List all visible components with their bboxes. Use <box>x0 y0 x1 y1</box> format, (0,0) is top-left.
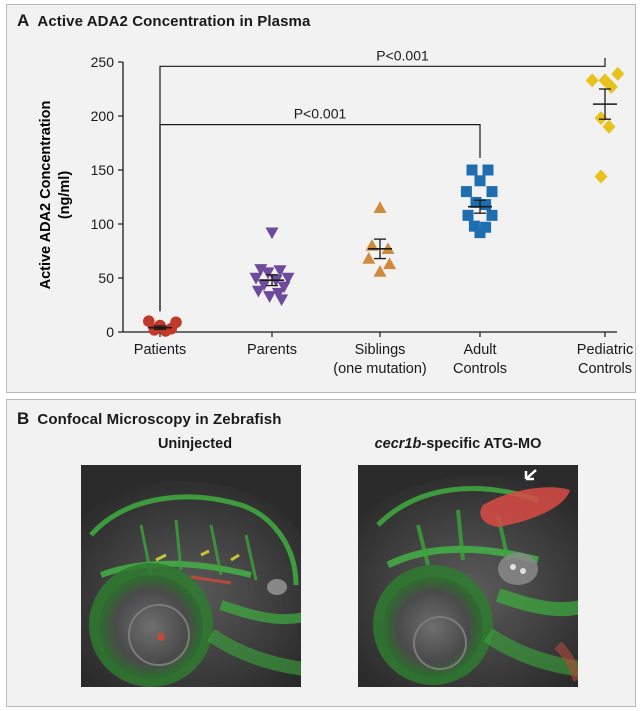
data-point <box>263 291 277 303</box>
y-tick-label: 50 <box>98 270 114 286</box>
data-point <box>466 164 478 176</box>
data-point <box>143 315 155 328</box>
data-point <box>486 186 498 198</box>
x-tick-label-line2: Controls <box>453 361 507 377</box>
data-point <box>373 201 387 213</box>
data-point <box>271 287 285 300</box>
data-point <box>265 227 279 240</box>
uninjected-micrograph <box>81 465 301 687</box>
data-point <box>277 281 291 294</box>
data-point <box>249 272 263 285</box>
data-point <box>594 169 608 184</box>
morpholino-label: cecr1b-specific ATG-MO <box>328 436 588 452</box>
x-tick-label: Adult <box>463 342 496 358</box>
data-point <box>602 119 616 134</box>
data-point <box>251 285 265 298</box>
data-point <box>482 164 494 176</box>
panel-b-title-text: Confocal Microscopy in Zebrafish <box>37 411 282 428</box>
data-point <box>611 66 625 81</box>
y-tick-label: 0 <box>106 324 114 340</box>
y-axis-label-line1: Active ADA2 Concentration <box>38 101 54 290</box>
y-tick-label: 100 <box>91 216 115 232</box>
panel-a: A Active ADA2 Concentration in Plasma Act… <box>6 4 636 393</box>
morpholino-micrograph <box>358 465 578 687</box>
scatter-chart: Active ADA2 Concentration (ng/ml) 0 50 100… <box>38 47 633 377</box>
significance-bracket <box>159 57 606 312</box>
data-point <box>275 294 289 307</box>
uninjected-label: Uninjected <box>157 436 233 452</box>
data-point <box>604 79 618 94</box>
significance-bracket <box>159 124 481 312</box>
x-tick-label-line2: Controls <box>578 361 632 377</box>
panel-b-letter: B <box>17 409 30 428</box>
panel-b-title: B Confocal Microscopy in Zebrafish <box>17 409 281 429</box>
data-point <box>373 265 387 277</box>
arrow-icon <box>524 469 537 481</box>
significance-label: P<0.001 <box>294 106 347 122</box>
data-point <box>468 220 480 232</box>
data-point <box>254 264 268 276</box>
data-point <box>365 239 379 251</box>
y-tick-label: 150 <box>91 162 115 178</box>
data-point <box>470 196 482 208</box>
morpholino-label-rest: -specific ATG-MO <box>421 436 542 452</box>
data-point <box>480 221 492 233</box>
data-point <box>486 209 498 221</box>
y-axis-label-line2: (ng/ml) <box>57 171 73 219</box>
data-point <box>462 209 474 221</box>
x-tick-label: Patients <box>134 342 186 358</box>
data-point <box>474 175 486 187</box>
panel-a-title-text: Active ADA2 Concentration in Plasma <box>37 13 311 30</box>
data-point <box>273 265 287 277</box>
x-tick-label: Parents <box>247 342 297 358</box>
data-point <box>460 186 472 198</box>
data-point <box>585 73 599 88</box>
panel-a-title: A Active ADA2 Concentration in Plasma <box>17 11 310 31</box>
panel-b: B Confocal Microscopy in Zebrafish Uninje… <box>6 399 636 707</box>
data-point <box>170 316 182 329</box>
data-point <box>281 272 295 285</box>
gene-name: cecr1b <box>374 436 422 452</box>
data-point <box>257 279 271 291</box>
y-tick-label: 250 <box>91 54 115 70</box>
data-point <box>383 257 397 270</box>
data-point <box>362 252 376 264</box>
data-point <box>261 267 275 280</box>
data-point <box>159 325 172 337</box>
panel-a-letter: A <box>17 11 30 30</box>
y-tick-label: 200 <box>91 108 115 124</box>
x-tick-label-line2: (one mutation) <box>333 361 427 377</box>
significance-label: P<0.001 <box>376 47 429 63</box>
data-point <box>474 227 486 239</box>
data-point <box>594 111 608 126</box>
x-tick-label: Pediatric <box>577 342 633 358</box>
data-point <box>480 199 492 211</box>
x-tick-label: Siblings <box>355 342 406 358</box>
